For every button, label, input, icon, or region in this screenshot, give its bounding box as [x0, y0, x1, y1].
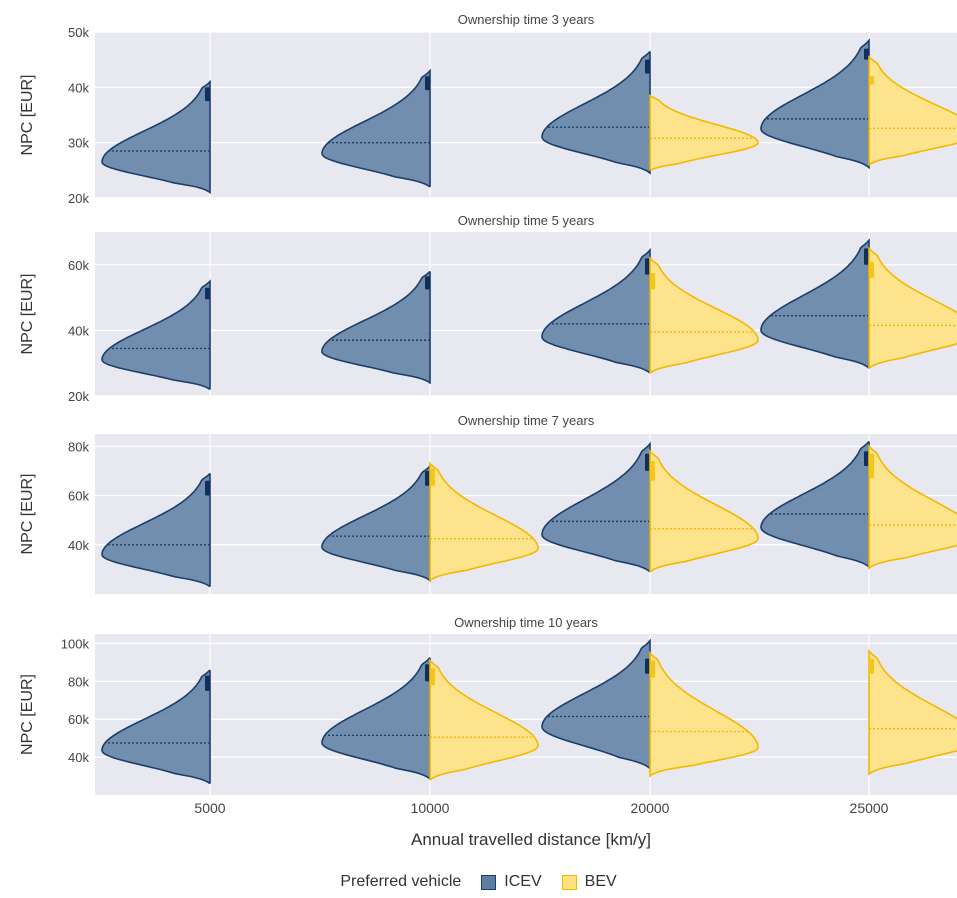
- y-tick-label: 40k: [68, 80, 89, 95]
- violin-icev-20000: [541, 50, 651, 175]
- violin-icev-10000: [321, 68, 431, 188]
- box-marker-bev: [869, 658, 874, 674]
- violin-bev-25000: [868, 648, 957, 776]
- panels-group: 20k 30k 40k 50k Ownership time 3 years NPC [E…: [19, 12, 957, 795]
- y-tick-label: 60k: [68, 489, 89, 504]
- x-tick-label: 20000: [631, 800, 670, 816]
- legend-swatch-bev: [561, 874, 577, 890]
- box-marker-bev: [869, 261, 874, 278]
- y-tick-label: 20k: [68, 191, 89, 206]
- x-axis-label: Annual travelled distance [km/y]: [411, 830, 651, 849]
- y-tick-label: 100k: [61, 636, 90, 651]
- x-tick-label: 25000: [850, 800, 889, 816]
- violin-icev-25000: [760, 38, 870, 170]
- violin-icev-5000: [101, 79, 211, 194]
- legend-label-icev: ICEV: [504, 873, 542, 890]
- y-tick-label: 20k: [68, 389, 89, 404]
- y-tick-label: 40k: [68, 323, 89, 338]
- violin-bev-20000: [649, 650, 759, 778]
- box-marker-bev: [650, 660, 655, 678]
- legend-title: Preferred vehicle: [340, 873, 462, 890]
- panel-2: 20k 40k 60k Ownership time 5 years NPC [EUR]: [19, 213, 957, 404]
- violin-icev-10000: [321, 657, 431, 781]
- box-marker-icev: [645, 59, 650, 74]
- panel-1: 20k 30k 40k 50k Ownership time 3 years NPC [E…: [19, 12, 957, 206]
- y-axis-label: NPC [EUR]: [19, 274, 36, 355]
- violin-bev-25000: [868, 55, 957, 167]
- violin-bev-20000: [649, 256, 759, 374]
- box-marker-icev: [645, 453, 650, 471]
- box-marker-icev: [864, 48, 869, 60]
- box-marker-bev: [650, 273, 655, 290]
- y-axis-label: NPC [EUR]: [19, 75, 36, 156]
- y-axis-label: NPC [EUR]: [19, 674, 36, 755]
- y-tick-label: 80k: [68, 674, 89, 689]
- violin-icev-5000: [101, 472, 211, 588]
- box-marker-icev: [425, 76, 430, 91]
- x-axis: 5000 10000 20000 25000: [194, 800, 888, 816]
- violin-bev-20000: [649, 94, 759, 172]
- violin-icev-20000: [541, 247, 651, 374]
- box-marker-bev: [430, 668, 435, 686]
- y-tick-label: 40k: [68, 750, 89, 765]
- box-marker-bev: [650, 461, 655, 481]
- panel-background: [95, 634, 957, 795]
- violin-bev-10000: [429, 658, 539, 781]
- violin-bev-10000: [429, 461, 539, 583]
- y-tick-label: 40k: [68, 538, 89, 553]
- y-tick-label: 50k: [68, 25, 89, 40]
- legend-item-icev[interactable]: ICEV: [481, 873, 542, 891]
- panel-title: Ownership time 7 years: [458, 413, 595, 428]
- panel-4: 40k 60k 80k 100k Ownership time 10 years NPC …: [19, 615, 957, 795]
- panel-title: Ownership time 10 years: [454, 615, 598, 630]
- box-marker-icev: [205, 480, 210, 496]
- legend-label-bev: BEV: [584, 873, 617, 890]
- violin-icev-10000: [321, 270, 431, 385]
- box-marker-icev: [205, 87, 210, 102]
- legend-item-bev[interactable]: BEV: [561, 873, 617, 891]
- box-marker-icev: [205, 287, 210, 300]
- box-marker-bev: [430, 468, 435, 486]
- x-tick-label: 10000: [411, 800, 450, 816]
- box-marker-bev: [869, 76, 874, 85]
- box-marker-icev: [645, 658, 650, 674]
- box-marker-icev: [205, 675, 210, 691]
- box-marker-icev: [645, 258, 650, 275]
- violin-bev-25000: [868, 444, 957, 570]
- box-marker-icev: [425, 470, 430, 486]
- violin-icev-20000: [541, 638, 651, 771]
- legend-swatch-icev: [481, 874, 497, 890]
- panel-title: Ownership time 5 years: [458, 213, 595, 228]
- x-tick-label: 5000: [194, 800, 225, 816]
- box-marker-icev: [864, 248, 869, 265]
- violin-bev-20000: [649, 449, 759, 573]
- box-marker-icev: [864, 451, 869, 466]
- box-marker-icev: [425, 664, 430, 682]
- box-marker-bev: [869, 453, 874, 479]
- violin-icev-25000: [760, 440, 870, 568]
- violin-icev-5000: [101, 279, 211, 391]
- y-tick-label: 80k: [68, 439, 89, 454]
- y-tick-label: 30k: [68, 136, 89, 151]
- violin-icev-5000: [101, 669, 211, 785]
- panel-title: Ownership time 3 years: [458, 12, 595, 27]
- y-tick-label: 60k: [68, 258, 89, 273]
- violin-icev-20000: [541, 441, 651, 573]
- y-axis-label: NPC [EUR]: [19, 474, 36, 555]
- violin-icev-25000: [760, 238, 870, 369]
- legend: Preferred vehicle ICEV BEV: [0, 870, 957, 894]
- violin-bev-25000: [868, 246, 957, 369]
- y-tick-label: 60k: [68, 712, 89, 727]
- box-marker-icev: [425, 276, 430, 290]
- panel-3: 40k 60k 80k Ownership time 7 years NPC [EUR]: [19, 413, 957, 594]
- violin-icev-10000: [321, 464, 431, 583]
